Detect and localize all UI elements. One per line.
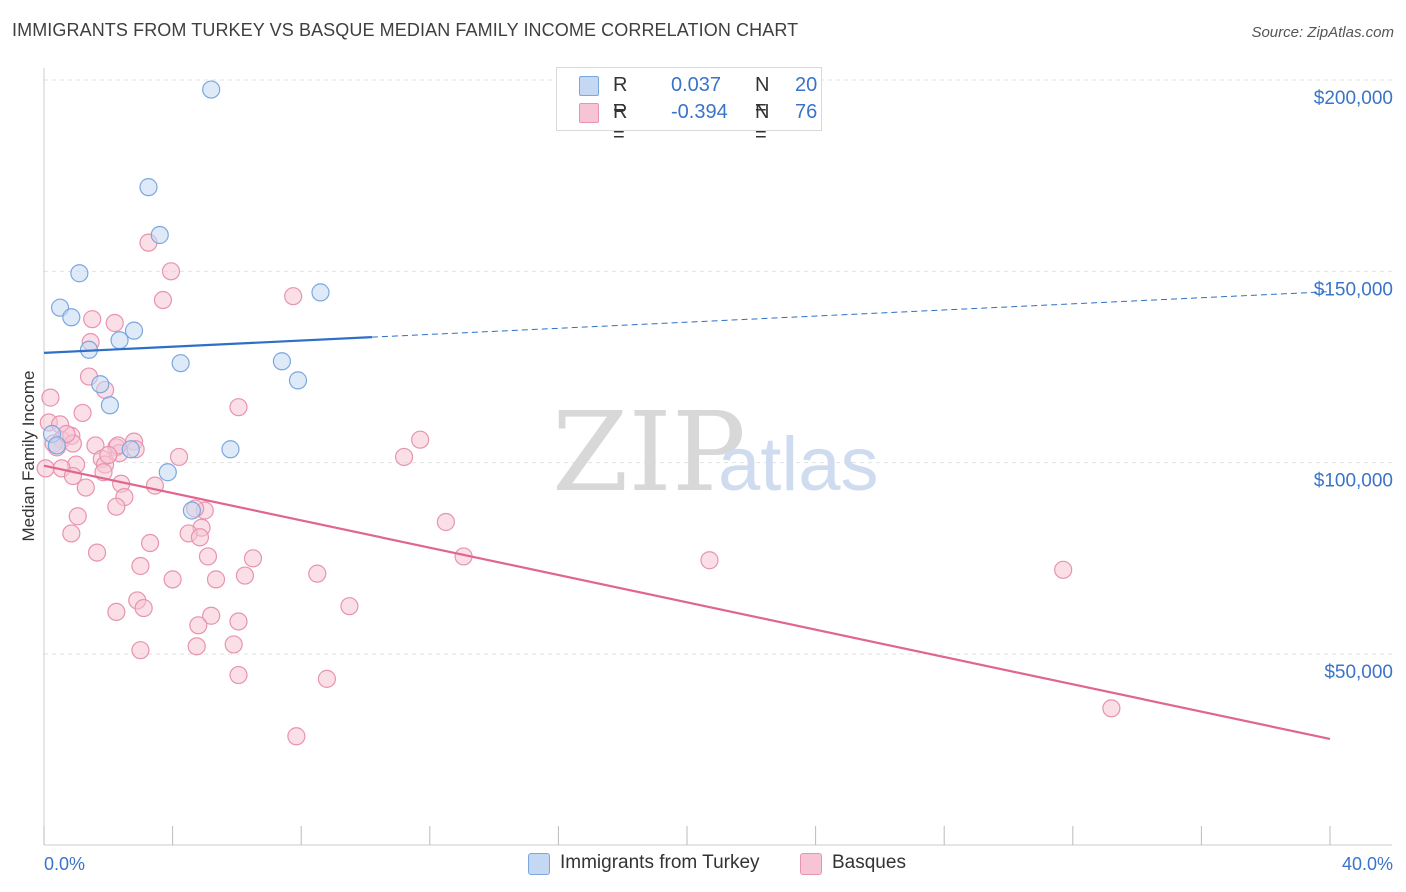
basques-point: [1102, 699, 1121, 718]
turkey-point: [202, 80, 221, 99]
basques-point: [68, 507, 87, 526]
turkey-swatch: [579, 76, 599, 96]
turkey-trend-extension: [371, 291, 1331, 338]
watermark-zip: ZIP: [552, 388, 746, 516]
turkey-point: [100, 396, 120, 415]
turkey-point: [110, 331, 129, 350]
turkey-point: [288, 371, 308, 390]
x-tick-label: 0.0%: [44, 854, 85, 874]
basques-point: [284, 287, 303, 306]
x-tick-label: 40.0%: [1342, 854, 1393, 874]
basques-point: [187, 637, 206, 656]
basques-point: [243, 549, 263, 568]
n-value: 20: [795, 74, 818, 96]
basques-swatch: [579, 103, 599, 123]
turkey-point: [91, 375, 110, 394]
r-value: -0.394: [671, 101, 728, 123]
turkey-swatch: [528, 853, 550, 875]
watermark-atlas: atlas: [718, 422, 879, 507]
turkey-point: [150, 225, 169, 245]
basques-point: [411, 430, 430, 449]
turkey-point: [62, 308, 81, 327]
basques-point: [436, 512, 455, 532]
y-tick-label: $150,000: [1314, 279, 1393, 300]
n-label: N =: [755, 101, 770, 146]
basques-point: [99, 445, 118, 465]
basques-swatch: [800, 853, 822, 875]
basques-point: [41, 388, 60, 407]
basques-point: [189, 616, 208, 635]
basques-point: [131, 556, 150, 576]
n-label: N =: [755, 74, 770, 119]
turkey-point: [70, 264, 89, 283]
turkey-point: [171, 354, 190, 373]
x-tick-labels: 0.0% 40.0%: [44, 854, 1393, 874]
watermark: ZIP atlas: [552, 388, 879, 516]
legend-label: Basques: [832, 852, 906, 873]
basques-point: [190, 528, 210, 547]
turkey-trend-line: [43, 336, 372, 354]
turkey-point: [182, 501, 201, 520]
basques-point: [140, 533, 160, 553]
basques-point: [206, 570, 226, 589]
basques-point: [202, 606, 221, 625]
stats-legend: R = 0.037 N = 20 R = -0.394 N = 76: [556, 67, 822, 146]
basques-trend-line: [43, 464, 1331, 741]
basques-point: [76, 478, 95, 497]
basques-point: [169, 447, 189, 467]
y-tick-label: $50,000: [1324, 662, 1393, 683]
y-tick-labels: $50,000 $100,000 $150,000 $200,000: [1314, 88, 1393, 683]
basques-point: [1054, 560, 1073, 579]
turkey-point: [221, 440, 240, 459]
basques-point: [161, 262, 181, 281]
y-tick-label: $200,000: [1314, 88, 1393, 109]
basques-point: [131, 641, 150, 660]
basques-point: [134, 598, 153, 618]
chart-source: Source: ZipAtlas.com: [1251, 24, 1394, 41]
turkey-point: [272, 352, 292, 371]
basques-point: [235, 566, 255, 585]
basques-point: [107, 497, 126, 516]
basques-point: [87, 543, 107, 562]
basques-point: [107, 602, 126, 622]
basques-point: [83, 310, 102, 329]
basques-point: [198, 547, 218, 566]
basques-point: [340, 597, 359, 616]
y-tick-label: $100,000: [1314, 471, 1393, 492]
turkey-point: [311, 283, 330, 302]
basques-point: [105, 313, 124, 333]
trend-lines: [43, 291, 1331, 741]
r-label: R =: [613, 74, 628, 119]
basques-point: [163, 570, 182, 589]
basques-point: [62, 524, 81, 543]
basques-point: [229, 398, 248, 417]
turkey-point: [158, 463, 177, 482]
basques-point: [229, 612, 248, 631]
turkey-point: [124, 321, 144, 340]
basques-point: [308, 564, 327, 583]
axes: [43, 68, 1392, 846]
basques-point: [700, 551, 719, 570]
basques-point: [73, 403, 92, 423]
y-axis-title: Median Family Income: [19, 370, 38, 541]
basques-point: [394, 447, 414, 467]
turkey-point: [47, 436, 66, 455]
legend-label: Immigrants from Turkey: [560, 852, 760, 873]
turkey-point: [139, 178, 158, 197]
basques-point: [229, 665, 248, 685]
basques-point: [287, 727, 306, 746]
basques-point: [153, 290, 173, 310]
basques-point: [317, 669, 337, 688]
chart-title: IMMIGRANTS FROM TURKEY VS BASQUE MEDIAN …: [12, 20, 799, 40]
r-label: R =: [613, 101, 628, 146]
basques-point: [224, 635, 243, 654]
r-value: 0.037: [671, 74, 722, 96]
n-value: 76: [795, 101, 818, 123]
turkey-point: [121, 440, 140, 459]
